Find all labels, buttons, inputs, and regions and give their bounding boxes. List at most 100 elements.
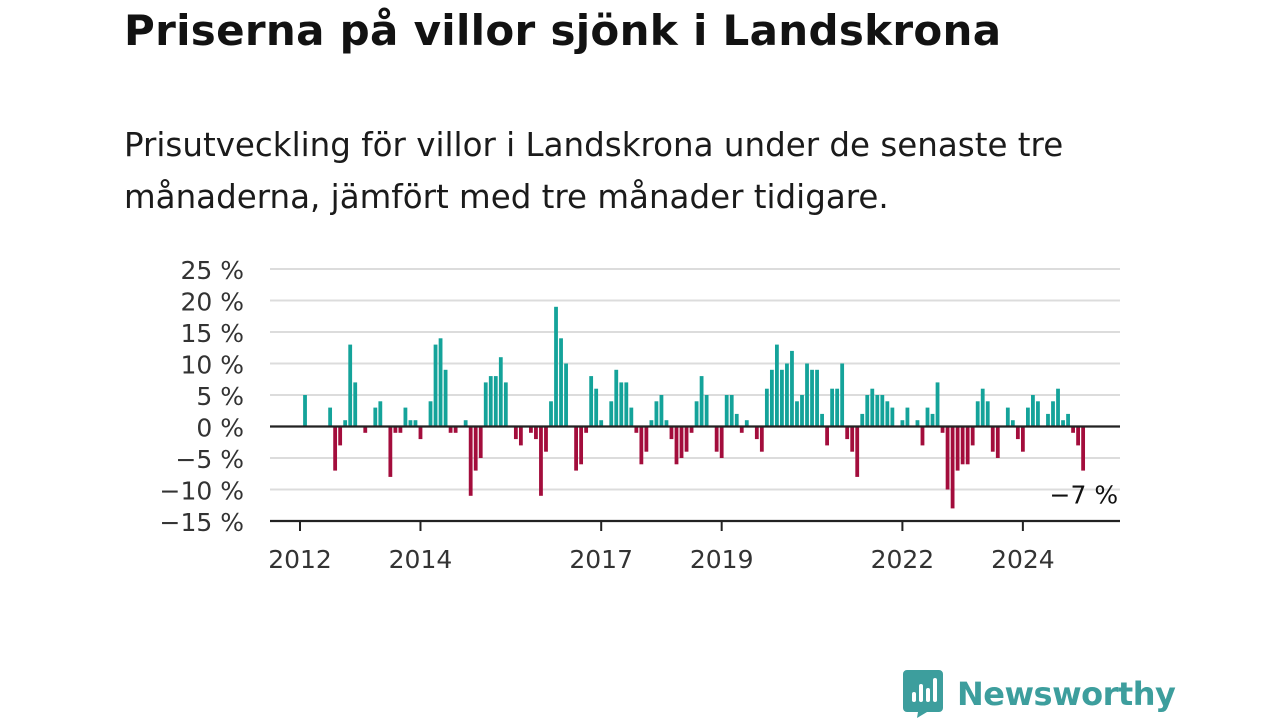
bar: [870, 388, 875, 427]
bar: [388, 426, 393, 477]
bar: [990, 426, 995, 452]
bar: [513, 426, 518, 440]
x-tick-label: 2022: [871, 545, 935, 574]
bar: [1036, 401, 1040, 427]
bar: [554, 306, 558, 427]
bar: [373, 407, 378, 427]
bar: [639, 426, 644, 465]
bar: [1026, 407, 1030, 427]
bar: [624, 382, 629, 427]
bar: [835, 388, 840, 427]
bar: [448, 426, 453, 433]
bar: [353, 382, 358, 427]
y-tick-label: −15 %: [160, 508, 244, 537]
bar: [724, 395, 729, 427]
bar: [1061, 420, 1065, 427]
bar: [945, 426, 950, 490]
y-tick-label: 15 %: [180, 319, 244, 348]
bar: [975, 401, 980, 427]
bar: [659, 395, 664, 427]
bar: [348, 344, 353, 427]
bar: [1010, 420, 1015, 427]
bar: [378, 401, 383, 427]
bar: [333, 426, 338, 471]
bar: [775, 344, 779, 427]
bar: [619, 382, 624, 427]
bar: [443, 369, 448, 427]
brand-name: Newsworthy: [957, 675, 1176, 713]
bar: [1071, 426, 1075, 433]
bar: [493, 376, 498, 427]
bar: [850, 426, 855, 452]
bar: [534, 426, 538, 440]
bar: [614, 369, 619, 427]
bar: [544, 426, 548, 452]
bar: [890, 407, 895, 427]
bar: [574, 426, 578, 471]
bar: [428, 401, 433, 427]
bar: [830, 388, 835, 427]
bar: [694, 401, 699, 427]
bar: [413, 420, 418, 427]
bar: [674, 426, 679, 465]
bar: [865, 395, 870, 427]
bar: [478, 426, 483, 458]
bar: [970, 426, 975, 446]
bar: [960, 426, 965, 465]
bar: [805, 363, 809, 427]
bar: [885, 401, 890, 427]
bar: [1015, 426, 1020, 440]
y-tick-label: 10 %: [180, 351, 244, 380]
bar: [840, 363, 845, 427]
bar: [1046, 413, 1050, 427]
x-tick-label: 2024: [991, 545, 1055, 574]
bar: [1081, 426, 1086, 471]
bar: [920, 426, 925, 446]
bar: [1056, 388, 1060, 427]
bar: [734, 413, 739, 427]
bar: [654, 401, 659, 427]
bar: [549, 401, 553, 427]
bar: [714, 426, 719, 452]
bar: [785, 363, 789, 427]
bar: [664, 420, 669, 427]
x-tick-label: 2012: [268, 545, 332, 574]
bar: [1066, 413, 1070, 427]
bar: [855, 426, 860, 477]
bar: [418, 426, 423, 440]
bar: [644, 426, 649, 452]
y-tick-label: 0 %: [196, 414, 244, 443]
bar: [800, 395, 804, 427]
bar: [795, 401, 799, 427]
bar: [689, 426, 694, 433]
bar: [1020, 426, 1025, 452]
bar: [825, 426, 829, 446]
bar: [634, 426, 639, 433]
brand[interactable]: Newsworthy: [903, 670, 1176, 718]
bar: [790, 350, 794, 427]
x-tick-label: 2014: [389, 545, 453, 574]
x-tick-label: 2017: [569, 545, 633, 574]
bar: [594, 388, 599, 427]
y-tick-label: −5 %: [175, 445, 244, 474]
bar: [965, 426, 970, 465]
bar: [754, 426, 759, 440]
bar: [880, 395, 885, 427]
bar: [930, 413, 935, 427]
bar: [609, 401, 614, 427]
bar: [955, 426, 960, 471]
bar: [529, 426, 533, 433]
bar: [815, 369, 819, 427]
y-tick-label: 5 %: [196, 382, 244, 411]
bar: [739, 426, 744, 433]
x-tick-label: 2019: [690, 545, 754, 574]
bar: [343, 420, 348, 427]
bar: [363, 426, 368, 433]
newsworthy-logo-icon: [903, 670, 943, 718]
bar: [453, 426, 458, 433]
bar: [338, 426, 343, 446]
bar: [699, 376, 704, 427]
bar: [905, 407, 910, 427]
bar: [408, 420, 413, 427]
bar: [483, 382, 488, 427]
